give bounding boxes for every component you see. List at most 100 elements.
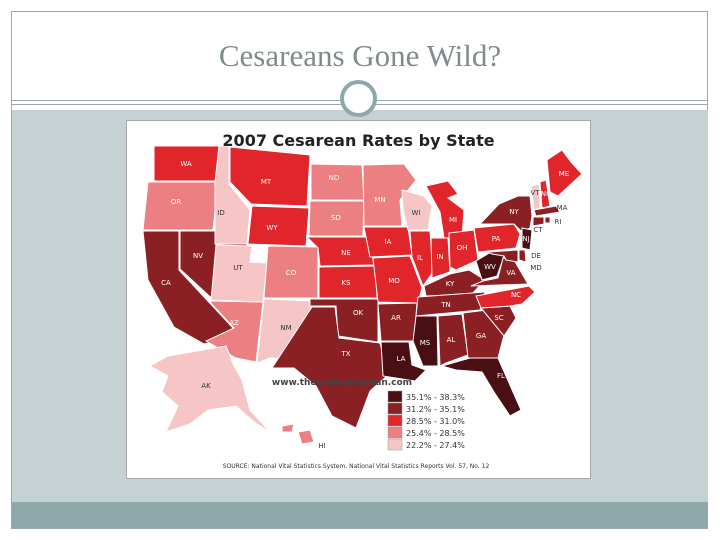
legend-swatch xyxy=(387,414,403,427)
label-nd: ND xyxy=(329,174,340,182)
label-sc: SC xyxy=(494,314,503,322)
label-or: OR xyxy=(171,198,182,206)
label-wi: WI xyxy=(412,209,421,217)
state-wy xyxy=(247,205,310,247)
label-ny: NY xyxy=(509,208,519,216)
label-wv: WV xyxy=(484,263,496,271)
slide-title: Cesareans Gone Wild? xyxy=(218,38,502,73)
label-ms: MS xyxy=(420,339,431,347)
label-va: VA xyxy=(506,269,515,277)
legend-label: 25.4% - 28.5% xyxy=(406,429,465,438)
state-nc xyxy=(475,285,536,309)
label-hi: HI xyxy=(318,442,325,450)
label-wa: WA xyxy=(180,160,192,168)
state-co xyxy=(263,245,319,299)
label-ky: KY xyxy=(446,280,455,288)
state-or xyxy=(142,181,219,231)
state-id xyxy=(214,145,251,245)
label-co: CO xyxy=(286,269,297,277)
label-ri: RI xyxy=(555,218,562,226)
state-ne xyxy=(305,236,375,267)
label-ct: CT xyxy=(533,226,543,234)
label-nh: NH xyxy=(541,190,552,198)
legend-label: 22.2% - 27.4% xyxy=(406,441,465,450)
legend-swatch xyxy=(387,426,403,439)
label-mn: MN xyxy=(374,196,385,204)
state-ar xyxy=(377,302,418,342)
state-tn xyxy=(415,291,486,317)
state-nj xyxy=(521,227,533,251)
label-nj: NJ xyxy=(522,235,529,243)
label-tn: TN xyxy=(440,301,451,309)
decorative-ring-icon xyxy=(340,80,377,117)
state-ks xyxy=(318,265,378,299)
state-mn xyxy=(362,163,417,227)
legend-label: 28.5% - 31.0% xyxy=(406,417,465,426)
legend-label: 35.1% - 38.3% xyxy=(406,393,465,402)
source-note: SOURCE: National Vital Statistics System… xyxy=(223,463,490,470)
state-oh xyxy=(448,229,479,271)
state-nd xyxy=(310,163,365,201)
state-ut xyxy=(210,244,268,303)
label-az: AZ xyxy=(229,319,239,327)
label-me: ME xyxy=(559,170,569,178)
state-al xyxy=(437,313,469,367)
label-ar: AR xyxy=(391,314,401,322)
state-il xyxy=(409,230,434,288)
state-hi-island xyxy=(297,429,315,445)
state-me xyxy=(546,149,583,197)
label-ca: CA xyxy=(161,279,171,287)
label-ut: UT xyxy=(233,264,243,272)
label-md: MD xyxy=(530,264,541,272)
label-de: DE xyxy=(531,252,541,260)
label-ok: OK xyxy=(353,309,364,317)
label-vt: VT xyxy=(530,189,540,197)
label-nv: NV xyxy=(193,252,203,260)
state-mo xyxy=(372,255,423,304)
state-md xyxy=(486,249,519,263)
state-fl xyxy=(440,357,522,417)
label-al: AL xyxy=(447,336,456,344)
state-de xyxy=(518,249,527,263)
website-label: www.theunnecesarean.com xyxy=(272,378,412,388)
label-il: IL xyxy=(417,254,423,262)
state-mi xyxy=(425,180,465,239)
label-mi: MI xyxy=(449,216,457,224)
label-ia: IA xyxy=(385,238,392,246)
label-mt: MT xyxy=(261,178,272,186)
label-ga: GA xyxy=(476,332,486,340)
state-in xyxy=(430,237,451,279)
label-ma: MA xyxy=(557,204,568,212)
label-id: ID xyxy=(217,209,224,217)
label-nm: NM xyxy=(280,324,291,332)
state-pa xyxy=(473,223,521,253)
state-vt xyxy=(530,183,541,211)
map-title: 2007 Cesarean Rates by State xyxy=(222,131,495,150)
label-wy: WY xyxy=(266,224,278,232)
state-wi xyxy=(401,189,433,231)
state-ct xyxy=(532,216,545,227)
label-sd: SD xyxy=(331,214,341,222)
label-fl: FL xyxy=(497,372,505,380)
state-ri xyxy=(544,216,551,224)
label-ne: NE xyxy=(341,249,351,257)
label-la: LA xyxy=(397,355,406,363)
state-nh xyxy=(539,179,551,209)
label-ks: KS xyxy=(341,279,351,287)
us-cesarean-map: WA OR CA ID NV MT WY UT CO AZ NM ND SD N… xyxy=(142,145,583,470)
label-pa: PA xyxy=(492,235,501,243)
label-in: IN xyxy=(436,253,443,261)
legend-label: 31.2% - 35.1% xyxy=(406,405,465,414)
label-nc: NC xyxy=(511,291,521,299)
footer-bar xyxy=(12,502,708,528)
legend-swatch xyxy=(387,402,403,415)
legend: 35.1% - 38.3% 31.2% - 35.1% 28.5% - 31.0… xyxy=(387,390,465,451)
label-oh: OH xyxy=(457,244,468,252)
legend-swatch xyxy=(387,438,403,451)
label-ak: AK xyxy=(201,382,211,390)
state-sd xyxy=(308,200,365,237)
state-tx xyxy=(271,306,389,429)
state-mt xyxy=(229,146,311,207)
state-va xyxy=(470,257,529,287)
state-ny xyxy=(478,195,533,233)
